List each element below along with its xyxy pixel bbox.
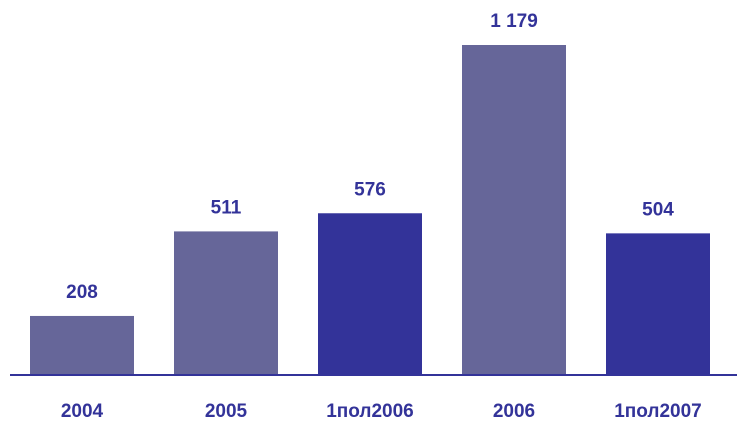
- x-tick-label: 1пол2007: [614, 401, 702, 422]
- bar: [30, 315, 134, 374]
- x-tick-label: 2005: [205, 401, 248, 422]
- value-label: 576: [354, 179, 386, 200]
- bar: [174, 231, 278, 374]
- value-label: 208: [66, 282, 98, 303]
- bar: [318, 213, 422, 374]
- value-label: 504: [642, 199, 674, 220]
- value-label: 511: [211, 197, 242, 218]
- x-tick-label: 1пол2006: [326, 401, 414, 422]
- bar: [462, 45, 566, 374]
- x-tick-label: 2004: [61, 401, 104, 422]
- bar: [606, 233, 710, 374]
- x-tick-label: 2006: [493, 401, 535, 422]
- value-label: 1 179: [490, 11, 538, 32]
